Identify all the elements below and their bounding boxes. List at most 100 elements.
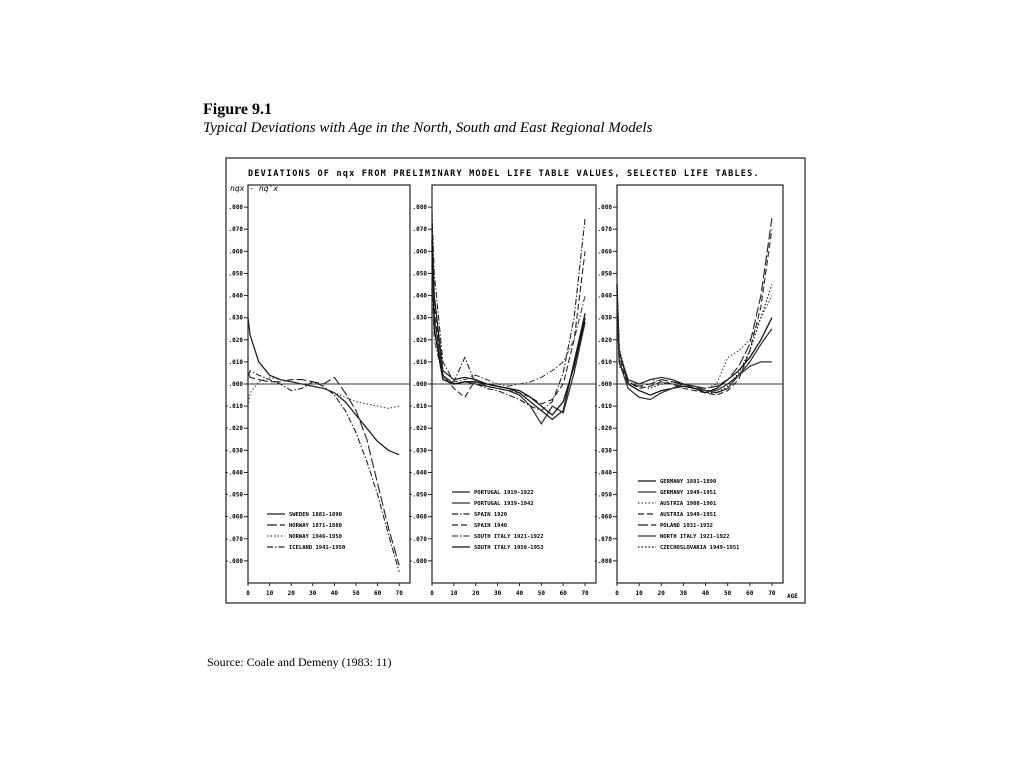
y-tick-label: .070 [598, 226, 613, 233]
y-tick-label: -.070 [225, 536, 243, 543]
series-line [616, 284, 773, 394]
y-tick-label: .020 [229, 337, 244, 344]
x-tick-label: 70 [396, 590, 404, 597]
y-tick-label: .010 [229, 359, 244, 366]
legend-label: NORWAY 1871-1880 [289, 523, 342, 529]
legend-label: ICELAND 1941-1950 [289, 545, 345, 551]
y-tick-label: .070 [229, 226, 244, 233]
y-tick-label: -.040 [594, 469, 612, 476]
x-tick-label: 50 [724, 590, 732, 597]
x-tick-label: 10 [450, 590, 458, 597]
legend-label: NORTH ITALY 1921-1922 [660, 534, 730, 540]
x-tick-label: 70 [581, 590, 589, 597]
chart-header: DEVIATIONS OF nqx FROM PRELIMINARY MODEL… [248, 169, 760, 179]
x-tick-label: 30 [680, 590, 688, 597]
y-tick-label: -.060 [225, 514, 243, 521]
y-tick-label: -.030 [594, 447, 612, 454]
y-tick-label: .040 [229, 293, 244, 300]
legend-label: SOUTH ITALY 1950-1953 [474, 545, 544, 551]
legend-label: AUSTRIA 1900-1901 [660, 501, 717, 507]
series-line [616, 229, 773, 396]
y-tick-label: -.020 [225, 425, 243, 432]
x-tick-label: 70 [768, 590, 776, 597]
y-tick-label: .000 [413, 381, 428, 388]
y-tick-label: .050 [598, 270, 613, 277]
figure-title: Figure 9.1 [203, 101, 272, 118]
y-tick-label: .050 [413, 270, 428, 277]
y-tick-label: .010 [598, 359, 613, 366]
legend-label: SPAIN 1940 [474, 523, 507, 529]
legend-label: NORWAY 1946-1950 [289, 534, 342, 540]
x-tick-label: 30 [494, 590, 502, 597]
y-tick-label: .050 [229, 270, 244, 277]
y-tick-label: .060 [229, 248, 244, 255]
x-tick-label: 10 [636, 590, 644, 597]
series-line [616, 284, 773, 396]
x-tick-label: 60 [746, 590, 754, 597]
x-tick-label: 40 [702, 590, 710, 597]
y-tick-label: -.060 [409, 514, 427, 521]
y-tick-label: .060 [598, 248, 613, 255]
legend-label: SWEDEN 1881-1890 [289, 512, 342, 518]
y-tick-label: -.040 [225, 469, 243, 476]
x-tick-label: 20 [658, 590, 666, 597]
y-tick-label: .080 [598, 204, 613, 211]
x-tick-label: 40 [331, 590, 339, 597]
y-tick-label: -.080 [409, 558, 427, 565]
y-tick-label: .000 [598, 381, 613, 388]
legend-label: GERMANY 1881-1890 [660, 479, 716, 485]
legend-label: PORTUGAL 1939-1942 [474, 501, 534, 507]
y-tick-label: -.070 [409, 536, 427, 543]
y-tick-label: -.060 [594, 514, 612, 521]
y-tick-label: .030 [413, 315, 428, 322]
x-tick-label: 20 [288, 590, 296, 597]
series-line [431, 211, 586, 412]
x-tick-label: 50 [538, 590, 546, 597]
y-tick-label: -.010 [594, 403, 612, 410]
y-tick-label: .040 [598, 293, 613, 300]
legend-label: AUSTRIA 1949-1951 [660, 512, 717, 518]
y-axis-label: nqx - nq'x [230, 184, 278, 193]
legend-label: SPAIN 1920 [474, 512, 507, 518]
legend-label: POLAND 1931-1932 [660, 523, 713, 529]
legend-label: SOUTH ITALY 1921-1922 [474, 534, 544, 540]
series-line [616, 291, 772, 394]
y-tick-label: .030 [229, 315, 244, 322]
x-tick-label: 20 [472, 590, 480, 597]
x-tick-label: 30 [309, 590, 317, 597]
series-line [431, 251, 586, 426]
source: Source: Coale and Demeny (1983: 11) [207, 655, 392, 669]
y-tick-label: .060 [413, 248, 428, 255]
y-tick-label: .030 [598, 315, 613, 322]
series-line [431, 273, 586, 387]
y-tick-label: -.070 [594, 536, 612, 543]
x-tick-label: 0 [615, 590, 619, 597]
legend-label: CZECHOSLOVAKIA 1949-1951 [660, 545, 740, 551]
y-tick-label: -.080 [225, 558, 243, 565]
y-tick-label: -.020 [409, 425, 427, 432]
x-tick-label: 60 [560, 590, 568, 597]
y-tick-label: -.030 [409, 447, 427, 454]
y-tick-label: -.050 [409, 492, 427, 499]
series-line [247, 369, 400, 573]
y-tick-label: .040 [413, 293, 428, 300]
y-tick-label: .080 [229, 204, 244, 211]
y-tick-label: .020 [413, 337, 428, 344]
y-tick-label: -.080 [594, 558, 612, 565]
y-tick-label: -.020 [594, 425, 612, 432]
x-tick-label: 0 [430, 590, 434, 597]
x-tick-label: 0 [246, 590, 250, 597]
y-tick-label: .010 [413, 359, 428, 366]
x-axis-label: AGE [787, 593, 798, 600]
y-tick-label: -.010 [225, 403, 243, 410]
series-line [247, 376, 400, 409]
y-tick-label: -.030 [225, 447, 243, 454]
x-tick-label: 50 [352, 590, 360, 597]
y-tick-label: .080 [413, 204, 428, 211]
y-tick-label: -.010 [409, 403, 427, 410]
x-tick-label: 40 [516, 590, 524, 597]
legend-label: GERMANY 1949-1951 [660, 490, 717, 496]
series-line [431, 240, 586, 416]
y-tick-label: .000 [229, 381, 244, 388]
